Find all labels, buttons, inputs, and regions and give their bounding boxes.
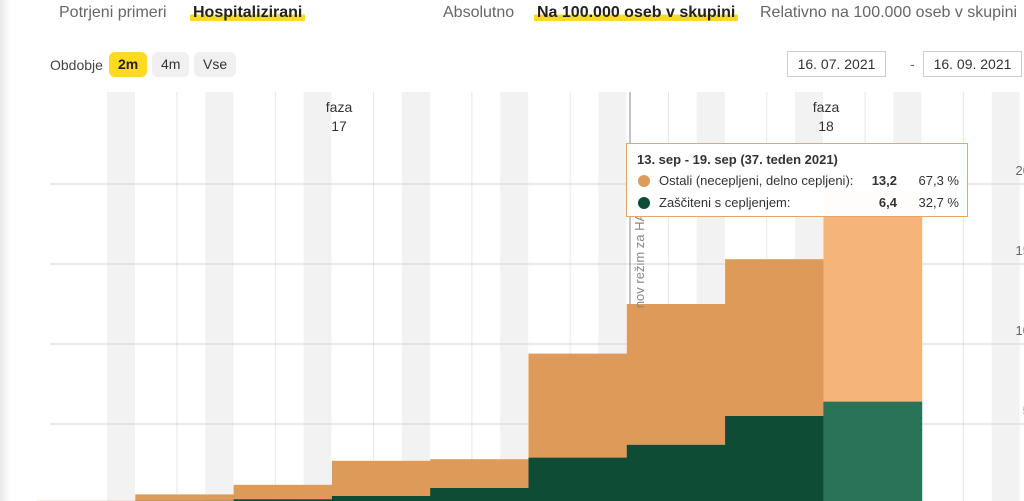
weekend-band [205, 92, 234, 501]
vaccinated-bar [823, 401, 923, 501]
phase-number: 18 [818, 118, 834, 134]
unvaccinated-bar [823, 190, 923, 402]
unvaccinated-bar [528, 353, 628, 458]
chart-tooltip: 13. sep - 19. sep (37. teden 2021) Ostal… [626, 143, 968, 217]
phase-annotation: nov režim za HAT [632, 206, 647, 308]
period-label: Obdobje [50, 57, 103, 73]
phase-number: 17 [331, 118, 347, 134]
y-tick-label: 5 [1023, 403, 1024, 418]
tooltip-value: 13,2 [871, 173, 897, 188]
period-button-all[interactable]: Vse [194, 52, 237, 77]
tooltip-row-unvaccinated: Ostali (necepljeni, delno cepljeni): 13,… [637, 172, 959, 190]
tab-absolute[interactable]: Absolutno [443, 4, 515, 21]
vaccinated-legend-dot-icon [638, 197, 650, 209]
tab-hospitalized-label: Hospitalizirani [190, 4, 306, 21]
y-tick-label: 20 [1016, 163, 1024, 178]
vaccinated-bar [725, 416, 824, 501]
weekend-band [991, 92, 1020, 501]
period-button-2m[interactable]: 2m [109, 52, 148, 77]
tooltip-label: Zaščiteni s cepljenjem: [659, 195, 791, 210]
y-tick-label: 10 [1016, 323, 1024, 338]
tab-per-100k[interactable]: Na 100.000 oseb v skupini [534, 4, 739, 22]
tooltip-percent: 67,3 % [918, 173, 959, 188]
tooltip-label: Ostali (necepljeni, delno cepljeni): [659, 173, 854, 188]
y-tick-label: 15 [1016, 243, 1024, 258]
unvaccinated-bar [626, 304, 726, 445]
scroll-shadow [0, 0, 11, 501]
tab-hospitalized[interactable]: Hospitalizirani [190, 4, 306, 22]
top-bar: Potrjeni primeri Hospitalizirani Absolut… [0, 0, 1024, 42]
unvaccinated-bar [430, 459, 529, 488]
tooltip-value: 6,4 [878, 195, 897, 210]
unvaccinated-bar [331, 460, 431, 496]
vaccinated-bar [626, 444, 726, 501]
unvaccinated-bar [233, 484, 333, 500]
vaccinated-bar [430, 488, 529, 501]
tooltip-row-vaccinated: Zaščiteni s cepljenjem: 6,4 32,7 % [637, 194, 959, 212]
unvaccinated-bar [135, 494, 235, 501]
unvaccinated-legend-dot-icon [638, 175, 650, 187]
date-to-input[interactable] [923, 51, 1022, 77]
weekend-band [303, 92, 332, 501]
weekend-band [401, 92, 430, 501]
phase-title: faza [326, 99, 353, 115]
weekend-band [107, 92, 135, 501]
vaccinated-bar [331, 496, 431, 501]
phase-title: faza [813, 99, 840, 115]
vaccinated-bar [233, 499, 333, 501]
date-separator: - [910, 56, 915, 72]
unvaccinated-bar [725, 259, 824, 416]
vaccinated-bar [528, 457, 628, 501]
date-from-input[interactable] [787, 51, 886, 77]
tab-relative-per-100k[interactable]: Relativno na 100.000 oseb v skupini [760, 4, 1018, 21]
tooltip-percent: 32,7 % [918, 195, 959, 210]
weekend-band [500, 92, 529, 501]
period-button-4m[interactable]: 4m [152, 52, 190, 77]
tab-per-100k-label: Na 100.000 oseb v skupini [534, 4, 739, 21]
tab-confirmed-cases[interactable]: Potrjeni primeri [59, 4, 167, 21]
tooltip-title: 13. sep - 19. sep (37. teden 2021) [637, 152, 838, 167]
